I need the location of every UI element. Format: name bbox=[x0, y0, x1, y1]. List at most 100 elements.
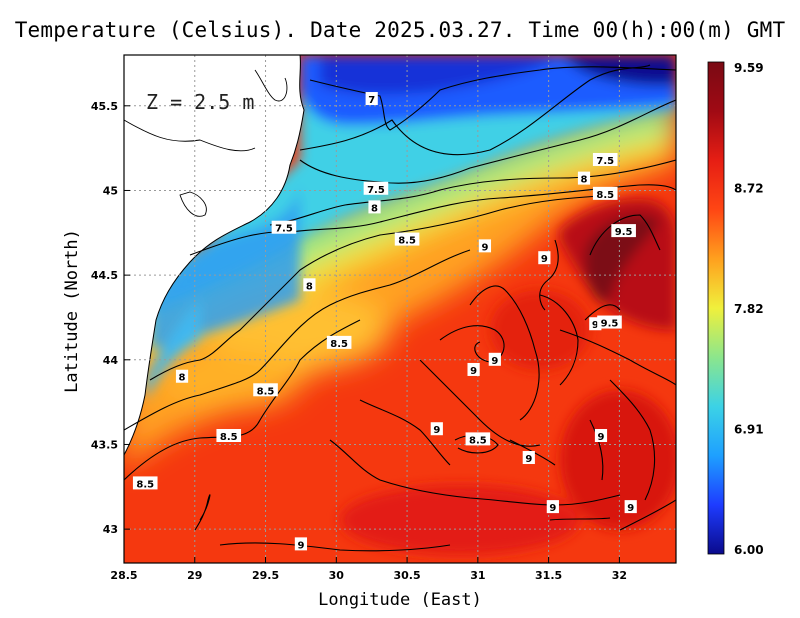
contour-label-bg bbox=[522, 451, 535, 465]
contour-label: 8 bbox=[368, 200, 381, 214]
x-tick-label: 31.5 bbox=[535, 569, 562, 582]
contour-label: 9.5 bbox=[597, 315, 622, 330]
x-tick-label: 29.5 bbox=[252, 569, 279, 582]
contour-label-bg bbox=[271, 220, 297, 234]
x-tick-label: 31 bbox=[470, 569, 485, 582]
colorbar-label: 7.82 bbox=[734, 302, 764, 316]
contour-label: 7.5 bbox=[271, 220, 297, 235]
contour-label-text: 8 bbox=[371, 203, 378, 214]
contour-label-bg bbox=[478, 239, 492, 253]
contour-label: 9 bbox=[624, 500, 637, 514]
y-tick-label: 44.5 bbox=[91, 269, 118, 282]
map-grid bbox=[124, 55, 676, 563]
contour-label: 7.5 bbox=[363, 181, 389, 196]
y-tick-label: 44 bbox=[103, 354, 119, 367]
contour-label: 9 bbox=[488, 352, 501, 367]
contour-label-text: 8 bbox=[581, 175, 588, 186]
contour-label-text: 9 bbox=[491, 356, 498, 367]
contour-label-bg bbox=[175, 369, 189, 383]
y-tick-label: 45.5 bbox=[91, 100, 118, 113]
contour-label-text: 7.5 bbox=[367, 185, 385, 196]
contour-label: 8.5 bbox=[465, 432, 491, 446]
contour-label-text: 9 bbox=[549, 503, 556, 514]
contour-label-bg bbox=[577, 171, 591, 185]
contour-label-text: 9.5 bbox=[601, 319, 619, 330]
contour-label: 9 bbox=[294, 537, 308, 551]
contour-label-text: 8.5 bbox=[220, 432, 238, 443]
contour-label-bg bbox=[624, 500, 637, 514]
contour-label-text: 9 bbox=[525, 454, 532, 465]
x-tick-label: 30 bbox=[329, 569, 345, 582]
contour-label-text: 9 bbox=[541, 254, 548, 265]
contour-label-bg bbox=[430, 422, 443, 436]
contour-label: 8.5 bbox=[592, 186, 618, 201]
contour-label-bg bbox=[465, 432, 491, 446]
map-title: Temperature (Celsius). Date 2025.03.27. … bbox=[14, 18, 786, 42]
contour-label: 8.5 bbox=[394, 232, 420, 247]
x-axis-label: Longitude (East) bbox=[318, 590, 482, 610]
y-axis-ticks: 43 43.5 44 44.5 45 45.5 bbox=[91, 100, 130, 536]
y-tick-label: 45 bbox=[103, 184, 118, 197]
contour-label-text: 8.5 bbox=[469, 435, 487, 446]
contour-label: 9 bbox=[522, 451, 535, 465]
contour-label: 9.5 bbox=[611, 224, 636, 238]
contour-label-text: 9 bbox=[627, 503, 634, 514]
contour-label-text: 7.5 bbox=[596, 156, 614, 167]
y-tick-label: 43 bbox=[103, 523, 118, 536]
contour-label: 9 bbox=[546, 500, 559, 514]
contour-lines bbox=[124, 64, 676, 552]
contour-label-bg bbox=[394, 232, 420, 246]
contour-label-bg bbox=[363, 181, 389, 195]
contour-label-bg bbox=[592, 186, 618, 200]
contour-label-bg bbox=[303, 278, 316, 292]
contour-label-bg bbox=[326, 335, 352, 349]
y-axis-label: Latitude (North) bbox=[62, 229, 82, 393]
contour-label-bg bbox=[488, 352, 501, 366]
contour-label-text: 9 bbox=[592, 320, 599, 331]
x-axis-ticks: 28.5 29 29.5 30 30.5 31 31.5 32 bbox=[110, 557, 627, 582]
contour-label-text: 9 bbox=[481, 242, 488, 253]
x-tick-label: 30.5 bbox=[394, 569, 421, 582]
contour-label-text: 7.5 bbox=[275, 224, 293, 235]
contour-label: 8 bbox=[577, 171, 591, 186]
contour-label-text: 7 bbox=[368, 95, 375, 106]
contour-label-bg bbox=[467, 362, 480, 376]
contour-label: 9 bbox=[430, 422, 443, 436]
colorbar-label: 6.91 bbox=[734, 423, 764, 437]
contour-label-bg bbox=[365, 92, 378, 106]
x-tick-label: 28.5 bbox=[110, 569, 137, 582]
contour-label-bg bbox=[594, 429, 608, 442]
contour-label: 8 bbox=[175, 369, 189, 384]
contour-label: 8.5 bbox=[216, 429, 242, 443]
contour-label-text: 8 bbox=[179, 373, 186, 384]
colorbar-label: 9.59 bbox=[734, 61, 764, 75]
contour-label: 9 bbox=[594, 429, 608, 443]
contour-label-bg bbox=[132, 476, 158, 490]
contour-label-text: 9 bbox=[598, 432, 605, 443]
colorbar-label: 8.72 bbox=[734, 182, 764, 196]
contour-label-bg bbox=[538, 251, 551, 265]
contour-label-bg bbox=[294, 537, 308, 551]
contour-label: 8.5 bbox=[326, 335, 352, 350]
contour-label-text: 8.5 bbox=[596, 190, 614, 201]
contour-label-bg bbox=[546, 500, 559, 514]
contour-label-text: 8.5 bbox=[257, 386, 275, 397]
contour-label-text: 8.5 bbox=[330, 339, 348, 350]
colorbar bbox=[707, 61, 725, 555]
contour-label: 7 bbox=[365, 92, 378, 106]
contour-label: 8 bbox=[303, 278, 316, 292]
contour-label-bg bbox=[368, 200, 381, 214]
contour-label-bg bbox=[253, 383, 278, 397]
contour-label-text: 8 bbox=[306, 281, 313, 292]
contour-label: 8.5 bbox=[132, 476, 158, 490]
contour-label-text: 8.5 bbox=[398, 236, 416, 247]
depth-label: Z = 2.5 m bbox=[146, 90, 255, 114]
contour-label-text: 9 bbox=[433, 425, 440, 436]
contour-label: 7.5 bbox=[592, 152, 618, 167]
contour-label-bg bbox=[216, 429, 242, 442]
y-tick-label: 43.5 bbox=[91, 438, 118, 451]
contour-label-bg bbox=[597, 315, 622, 329]
